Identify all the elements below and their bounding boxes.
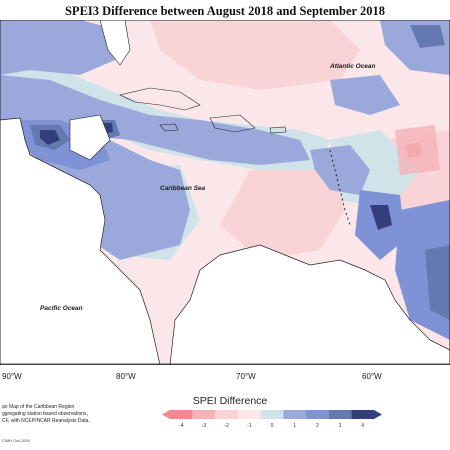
legend-tick-label: -4 [179,423,184,429]
label-caribbean: Caribbean Sea [160,185,206,192]
island-jamaica [159,123,179,132]
land-yucatan [69,114,111,161]
land-south-america [169,244,450,365]
lesser-antilles [329,149,351,226]
land-florida [99,20,131,66]
legend-swatch [238,410,261,419]
legend-tick-label: -2 [224,423,229,429]
positive-region [0,20,120,75]
caption-line-1: an Map of the Caribbean Region [2,404,75,410]
legend-title: SPEI Difference [192,395,268,407]
legend-swatch [260,410,284,419]
legend-tick-label: 3 [339,423,342,429]
legend-swatch [351,410,382,419]
credit-text: CIMH Oct-2018 [2,438,30,443]
lon-label-70w: 70°W [236,372,256,381]
lon-label-90w: 90°W [2,372,22,381]
legend-swatch [328,410,352,419]
legend-swatch [162,410,193,419]
label-pacific: Pacific Ocean [40,305,83,312]
legend-swatch [192,410,216,419]
legend-tick-label: -1 [247,423,252,429]
legend-swatch [283,410,306,419]
map-title: SPEI3 Difference between August 2018 and… [64,4,385,18]
lon-label-80w: 80°W [116,372,136,381]
island-cuba [119,87,201,111]
island-puerto-rico [269,126,287,134]
legend-tick-label: -3 [202,423,207,429]
land-central-america [0,117,161,365]
island-hispaniola [209,114,256,133]
spei-map: Atlantic Ocean Caribbean Sea Pacific Oce… [0,20,450,365]
legend-swatch [306,410,329,419]
legend-tick-label: 2 [316,423,319,429]
lon-label-60w: 60°W [362,372,382,381]
legend-tick-label: 1 [293,423,296,429]
legend-swatch [215,410,238,419]
legend-tick-label: 4 [361,423,364,429]
caption-line-3: CF, with NCEP/NCAR Reanalysis Data. [2,418,90,424]
caption-line-2: ggregating station based observations, [2,411,88,417]
legend-tick-label: 0 [271,423,274,429]
label-atlantic: Atlantic Ocean [329,63,376,70]
